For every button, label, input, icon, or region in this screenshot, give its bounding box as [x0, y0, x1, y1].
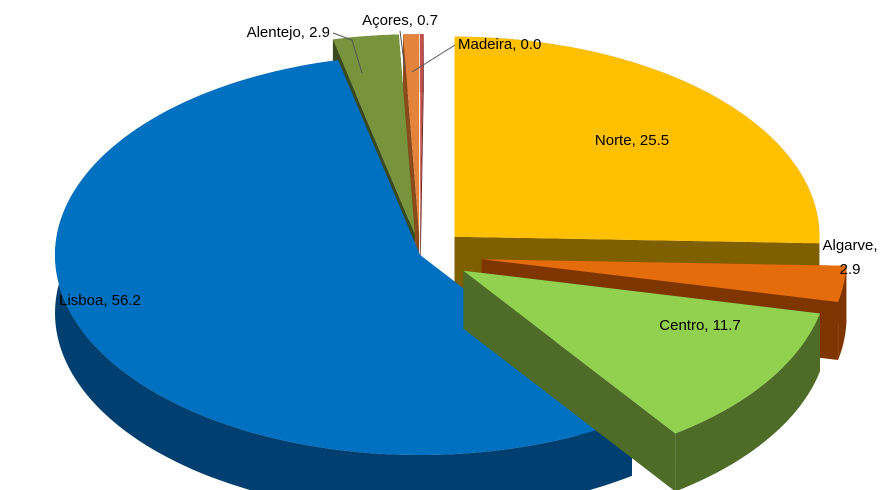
slice-rim-centro — [675, 313, 820, 490]
slice-acores — [403, 34, 420, 293]
data-label-norte: Norte, 25.5 — [595, 132, 669, 149]
slice-top-algarve — [481, 259, 847, 302]
slice-rim-algarve — [838, 265, 847, 360]
data-label-lisboa: Lisboa, 56.2 — [59, 292, 141, 309]
slice-side-centro — [463, 270, 676, 490]
slice-top-norte — [454, 36, 820, 244]
data-label-algarve: Algarve, — [822, 237, 877, 254]
data-label-acores: Açores, 0.7 — [362, 12, 438, 29]
slice-top-lisboa — [55, 60, 632, 455]
leader-line-alentejo — [332, 32, 363, 74]
slice-rim-lisboa — [55, 60, 632, 490]
data-label-value-algarve: 2.9 — [840, 261, 861, 278]
slice-centro — [463, 270, 820, 490]
slice-top-alentejo — [332, 34, 415, 235]
leader-line-madeira — [411, 44, 456, 73]
data-label-centro: Centro, 11.7 — [659, 317, 740, 334]
leader-line-acores — [399, 30, 406, 71]
slice-top-madeira — [420, 34, 424, 235]
data-label-alentejo: Alentejo, 2.9 — [247, 24, 330, 41]
data-label-madeira: Madeira, 0.0 — [458, 36, 541, 53]
slice-side-acores — [403, 34, 420, 293]
slice-top-centro — [463, 270, 820, 434]
slice-madeira — [420, 34, 424, 293]
slice-side-madeira — [420, 34, 424, 293]
slice-top-acores — [403, 34, 420, 235]
